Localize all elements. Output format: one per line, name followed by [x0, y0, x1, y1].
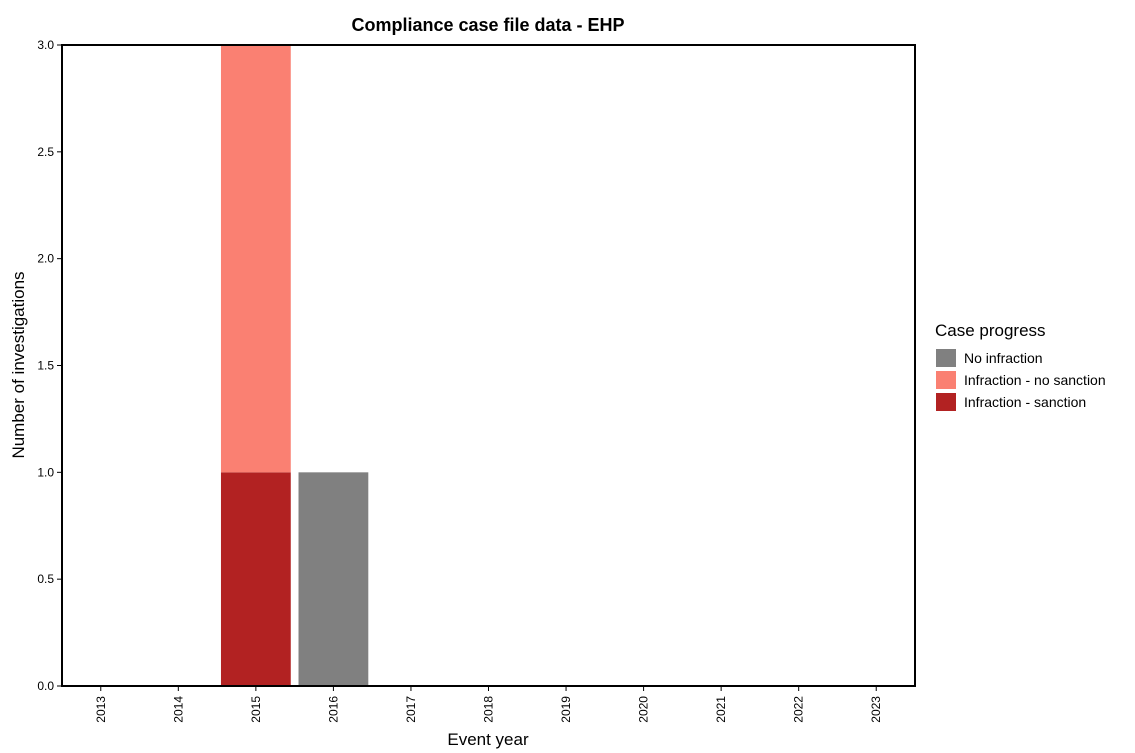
- x-tick-label: 2013: [94, 696, 108, 723]
- y-axis-label: Number of investigations: [9, 271, 28, 458]
- x-tick-label: 2021: [714, 696, 728, 723]
- x-tick-label: 2019: [559, 696, 573, 723]
- y-tick-label: 2.5: [37, 145, 54, 159]
- legend-swatch-infraction-no-sanction: [936, 371, 956, 389]
- legend-items: No infraction Infraction - no sanction Inf…: [936, 349, 1106, 411]
- x-tick-label: 2015: [249, 696, 263, 723]
- y-tick-label: 0.0: [37, 679, 54, 693]
- chart-title: Compliance case file data - EHP: [351, 15, 624, 35]
- plot-panel-border: [61, 44, 916, 687]
- x-tick-label: 2014: [171, 696, 185, 723]
- legend-label: Infraction - sanction: [964, 394, 1086, 410]
- bars-group: [220, 45, 369, 686]
- x-axis: 2013 2014 2015 2016 2017 2018 2019 2020 2021 2022…: [94, 686, 883, 723]
- bar-2015-infraction-no-sanction: [220, 45, 291, 473]
- x-tick-label: 2018: [482, 696, 496, 723]
- legend-swatch-no-infraction: [936, 349, 956, 367]
- legend-title: Case progress: [935, 321, 1046, 340]
- bar-2015-infraction-sanction: [220, 472, 291, 686]
- x-tick-label: 2023: [869, 696, 883, 723]
- bar-2016-no-infraction: [298, 472, 369, 686]
- y-tick-label: 1.5: [37, 359, 54, 373]
- x-tick-label: 2016: [326, 696, 340, 723]
- y-axis: 0.0 0.5 1.0 1.5 2.0 2.5 3.0: [37, 38, 62, 693]
- y-tick-label: 2.0: [37, 252, 54, 266]
- y-tick-label: 3.0: [37, 38, 54, 52]
- legend-label: No infraction: [964, 350, 1043, 366]
- x-tick-label: 2020: [637, 696, 651, 723]
- legend-swatch-infraction-sanction: [936, 393, 956, 411]
- legend-label: Infraction - no sanction: [964, 372, 1106, 388]
- x-axis-label: Event year: [447, 730, 529, 749]
- y-tick-label: 0.5: [37, 572, 54, 586]
- x-tick-label: 2017: [404, 696, 418, 723]
- legend: Case progress No infraction Infraction - …: [935, 321, 1106, 411]
- x-tick-label: 2022: [792, 696, 806, 723]
- y-tick-label: 1.0: [37, 465, 54, 479]
